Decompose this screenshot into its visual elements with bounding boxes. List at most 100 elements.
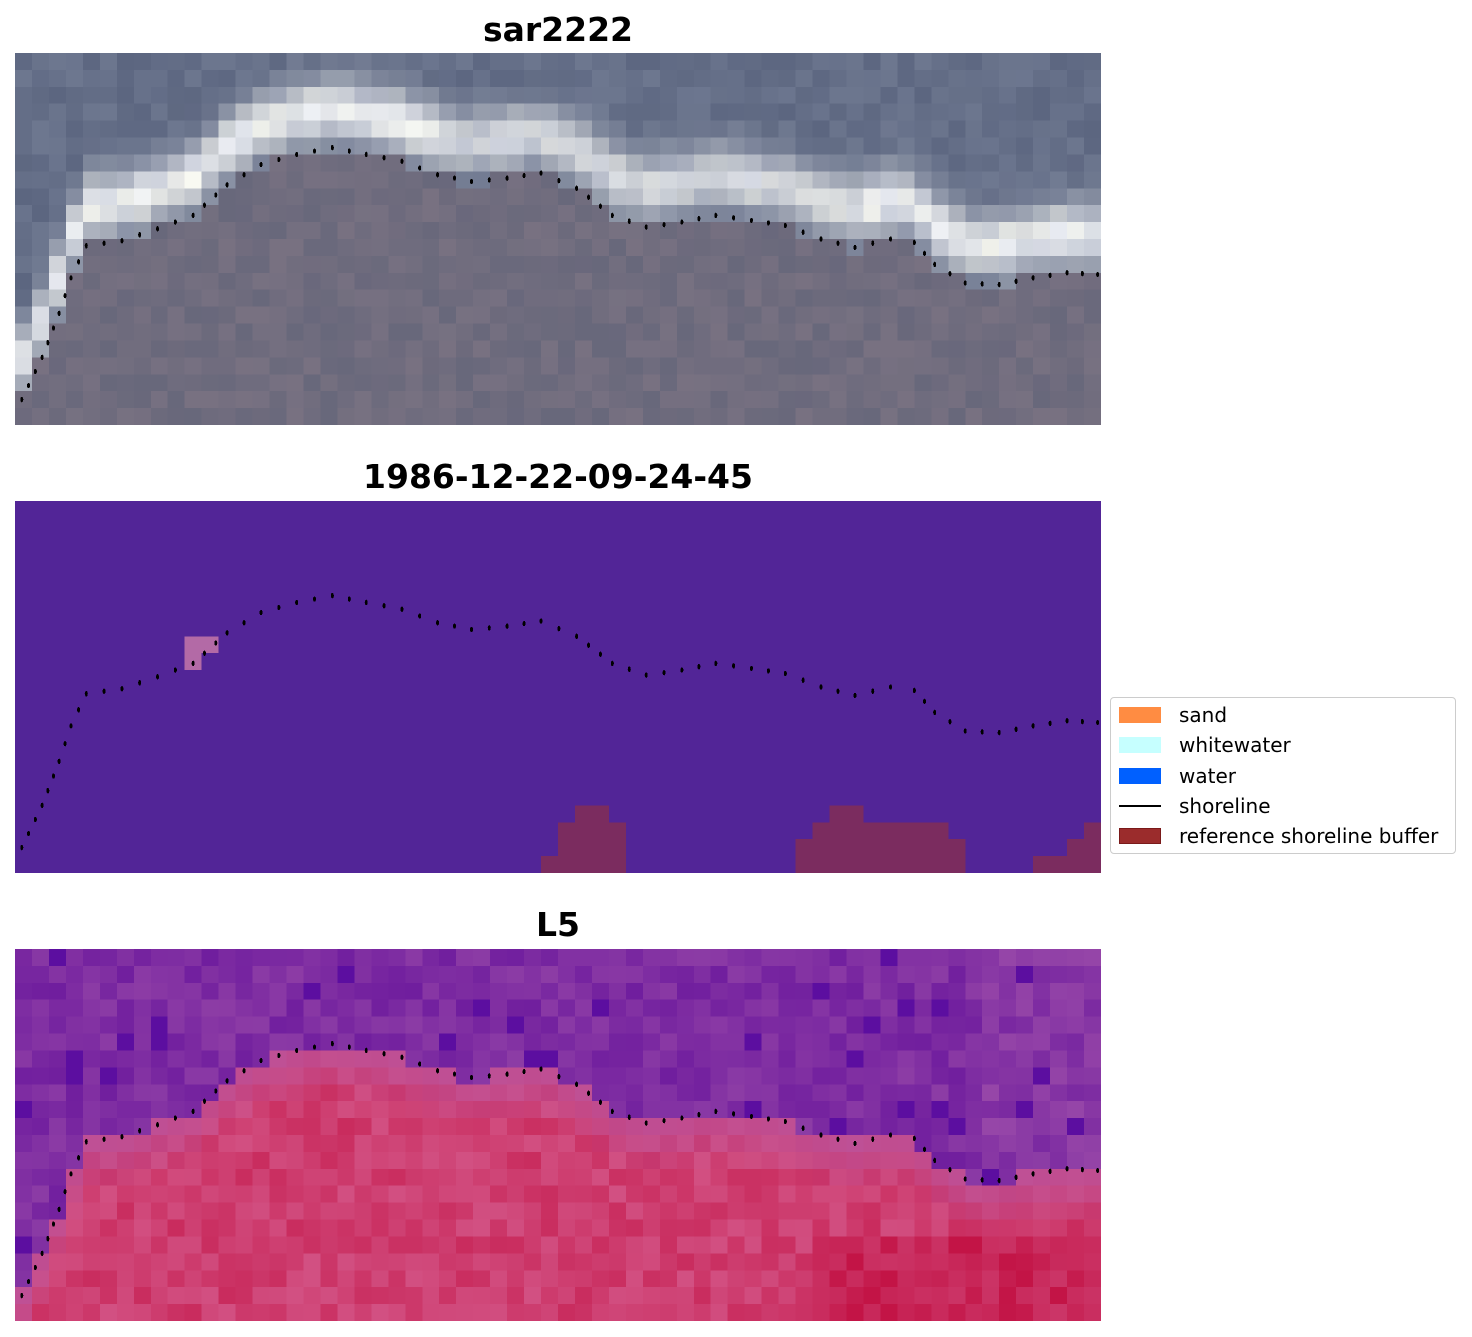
index-pixel — [201, 1219, 219, 1237]
legend-line-shoreline — [1119, 805, 1161, 807]
rgb-pixel — [693, 239, 712, 257]
index-pixel — [608, 1185, 627, 1203]
rgb-pixel — [812, 239, 830, 257]
index-pixel — [150, 1168, 169, 1187]
index-pixel — [99, 1304, 118, 1321]
rgb-pixel — [65, 340, 84, 358]
index-pixel — [1050, 1084, 1068, 1102]
index-pixel — [948, 1185, 966, 1203]
rgb-pixel — [490, 222, 508, 240]
rgb-pixel — [846, 103, 864, 121]
rgb-pixel — [846, 340, 864, 358]
rgb-pixel — [65, 137, 84, 155]
index-pixel — [269, 1185, 287, 1203]
index-pixel — [99, 1202, 118, 1220]
rgb-pixel — [795, 120, 813, 138]
rgb-pixel — [31, 272, 50, 291]
rgb-pixel — [133, 255, 152, 274]
index-pixel — [846, 999, 864, 1017]
index-pixel — [863, 949, 881, 967]
index-pixel — [761, 1185, 779, 1203]
index-pixel — [422, 1219, 440, 1237]
index-pixel — [31, 1084, 50, 1102]
rgb-pixel — [863, 391, 881, 409]
rgb-pixel — [574, 323, 593, 341]
index-pixel — [693, 1253, 712, 1271]
rgb-pixel — [15, 323, 33, 341]
shoreline-point — [933, 709, 937, 716]
rgb-pixel — [116, 86, 135, 105]
rgb-pixel — [558, 306, 576, 324]
rgb-pixel — [371, 222, 389, 240]
rgb-pixel — [184, 289, 202, 307]
index-pixel — [82, 1287, 101, 1305]
index-pixel — [727, 1033, 745, 1051]
rgb-pixel — [1033, 255, 1051, 274]
rgb-pixel — [252, 374, 270, 392]
shoreline-point — [819, 236, 823, 242]
rgb-pixel — [524, 289, 542, 307]
index-pixel — [795, 1185, 813, 1203]
rgb-pixel — [456, 205, 474, 223]
rgb-pixel — [812, 188, 830, 206]
index-pixel — [99, 949, 118, 967]
index-pixel — [269, 1287, 287, 1305]
shoreline-point — [714, 212, 718, 219]
index-pixel — [880, 1236, 898, 1254]
rgb-pixel — [456, 255, 474, 274]
shoreline-point — [214, 192, 218, 198]
rgb-pixel — [744, 103, 762, 121]
rgb-pixel — [371, 86, 389, 105]
index-pixel — [31, 949, 50, 967]
shoreline-point — [242, 1068, 246, 1074]
rgb-pixel — [184, 188, 202, 206]
index-pixel — [795, 1033, 813, 1051]
index-pixel — [1016, 1135, 1034, 1153]
rgb-pixel — [252, 205, 270, 223]
rgb-pixel — [286, 289, 304, 307]
rgb-pixel — [422, 408, 440, 425]
index-pixel — [320, 1067, 338, 1085]
index-pixel — [201, 1118, 219, 1136]
index-pixel — [405, 1084, 423, 1102]
index-pixel — [65, 1084, 84, 1102]
index-pixel — [795, 1168, 813, 1187]
index-pixel — [710, 1135, 729, 1153]
rgb-pixel — [1016, 272, 1034, 291]
index-pixel — [897, 1084, 915, 1102]
rgb-pixel — [320, 323, 338, 341]
rgb-pixel — [320, 374, 338, 392]
index-pixel — [473, 1033, 491, 1051]
rgb-pixel — [710, 255, 729, 274]
index-pixel — [99, 1118, 118, 1136]
shoreline-point — [173, 219, 177, 225]
index-pixel — [133, 1084, 152, 1102]
index-pixel — [591, 999, 610, 1017]
index-pixel — [880, 1067, 898, 1085]
index-pixel — [863, 1067, 881, 1085]
rgb-pixel — [931, 255, 949, 274]
rgb-pixel — [218, 255, 236, 274]
index-pixel — [625, 1033, 644, 1051]
index-pixel — [439, 1016, 457, 1034]
rgb-pixel — [507, 103, 525, 121]
rgb-pixel — [286, 154, 304, 172]
index-pixel — [948, 1304, 966, 1321]
index-pixel — [201, 1270, 219, 1288]
index-pixel — [218, 965, 236, 984]
rgb-pixel — [65, 408, 84, 425]
index-pixel — [591, 1084, 610, 1102]
index-pixel — [812, 1304, 830, 1321]
rgb-pixel — [897, 188, 915, 206]
index-pixel — [999, 965, 1017, 984]
rgb-pixel — [65, 272, 84, 291]
rgb-pixel — [931, 188, 949, 206]
rgb-pixel — [914, 154, 932, 172]
index-pixel — [642, 1118, 661, 1136]
rgb-pixel — [473, 323, 491, 341]
rgb-pixel — [574, 391, 593, 409]
rgb-pixel — [1050, 323, 1068, 341]
rgb-pixel — [727, 171, 745, 189]
rgb-pixel — [1016, 137, 1034, 155]
rgb-pixel — [116, 306, 135, 324]
